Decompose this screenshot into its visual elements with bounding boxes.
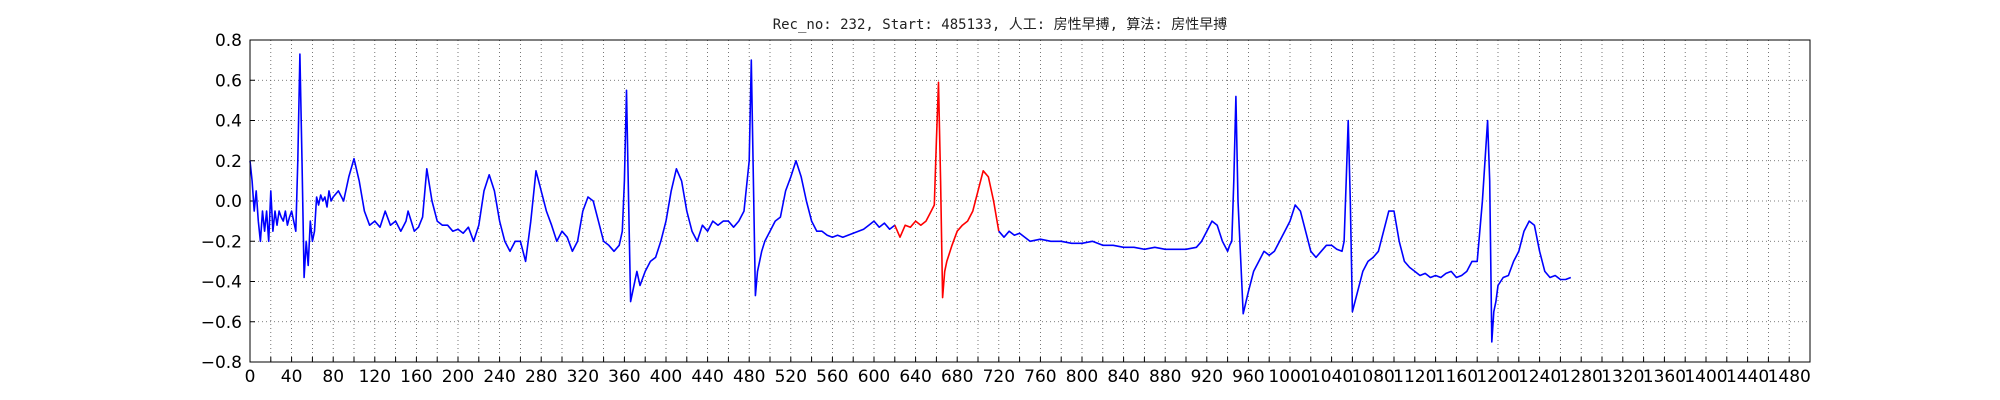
x-tick-label: 560 [816, 367, 848, 387]
x-tick-label: 800 [1066, 367, 1098, 387]
x-tick-label: 920 [1191, 367, 1223, 387]
x-tick-label: 1280 [1560, 367, 1603, 387]
x-tick-label: 360 [608, 367, 640, 387]
x-tick-label: 760 [1024, 367, 1056, 387]
ecg-series-line-3 [998, 95, 1572, 343]
x-tick-label: 440 [691, 367, 723, 387]
x-tick-label: 880 [1149, 367, 1181, 387]
y-tick-label: −0.4 [201, 273, 242, 293]
ecg-series-line-1 [249, 53, 896, 303]
y-axis-ticks: −0.8 −0.6 −0.4 −0.2 0.0 0.2 0.4 0.6 0.8 [201, 31, 255, 373]
x-tick-label: 40 [281, 367, 303, 387]
x-tick-label: 1200 [1476, 367, 1519, 387]
chart-title: Rec_no: 232, Start: 485133, 人工: 房性早搏, 算法… [773, 16, 1228, 33]
y-tick-label: −0.2 [201, 232, 242, 252]
x-tick-label: 1400 [1684, 367, 1727, 387]
x-tick-label: 640 [899, 367, 931, 387]
x-tick-label: 600 [858, 367, 890, 387]
x-tick-label: 320 [567, 367, 599, 387]
x-tick-label: 400 [650, 367, 682, 387]
x-tick-label: 960 [1232, 367, 1264, 387]
x-tick-label: 0 [245, 367, 256, 387]
series-group [249, 53, 1572, 343]
x-tick-label: 1240 [1518, 367, 1561, 387]
y-tick-label: −0.8 [201, 353, 242, 373]
x-tick-label: 680 [941, 367, 973, 387]
x-tick-label: 160 [400, 367, 432, 387]
x-tick-label: 1480 [1768, 367, 1811, 387]
x-tick-label: 120 [359, 367, 391, 387]
x-axis-ticks: 0 40 80 120 160 200 240 280 320 360 400 440 480 520 56… [245, 357, 1811, 387]
x-tick-label: 520 [775, 367, 807, 387]
y-tick-label: 0.8 [215, 31, 242, 51]
x-tick-label: 200 [442, 367, 474, 387]
x-tick-label: 80 [322, 367, 344, 387]
y-tick-label: −0.6 [201, 313, 242, 333]
x-tick-label: 1120 [1393, 367, 1436, 387]
x-tick-label: 1160 [1435, 367, 1478, 387]
plot-frame [249, 39, 1811, 363]
x-tick-label: 1320 [1601, 367, 1644, 387]
y-tick-label: 0.0 [215, 192, 242, 212]
x-tick-label: 1040 [1310, 367, 1353, 387]
x-tick-label: 280 [525, 367, 557, 387]
x-tick-label: 720 [983, 367, 1015, 387]
x-tick-label: 840 [1107, 367, 1139, 387]
y-tick-label: 0.4 [215, 112, 242, 132]
x-tick-label: 240 [483, 367, 515, 387]
x-tick-label: 1000 [1268, 367, 1311, 387]
ecg-series-line-2 [894, 81, 1000, 299]
x-tick-label: 480 [733, 367, 765, 387]
grid-lines [250, 40, 1810, 362]
x-tick-label: 1080 [1352, 367, 1395, 387]
y-tick-label: 0.2 [215, 152, 242, 172]
y-tick-label: 0.6 [215, 71, 242, 91]
x-tick-label: 1360 [1643, 367, 1686, 387]
x-tick-label: 1440 [1726, 367, 1769, 387]
